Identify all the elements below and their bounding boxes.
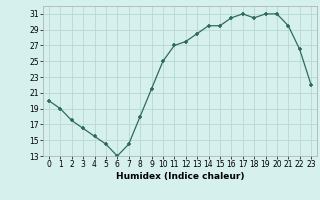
X-axis label: Humidex (Indice chaleur): Humidex (Indice chaleur): [116, 172, 244, 181]
